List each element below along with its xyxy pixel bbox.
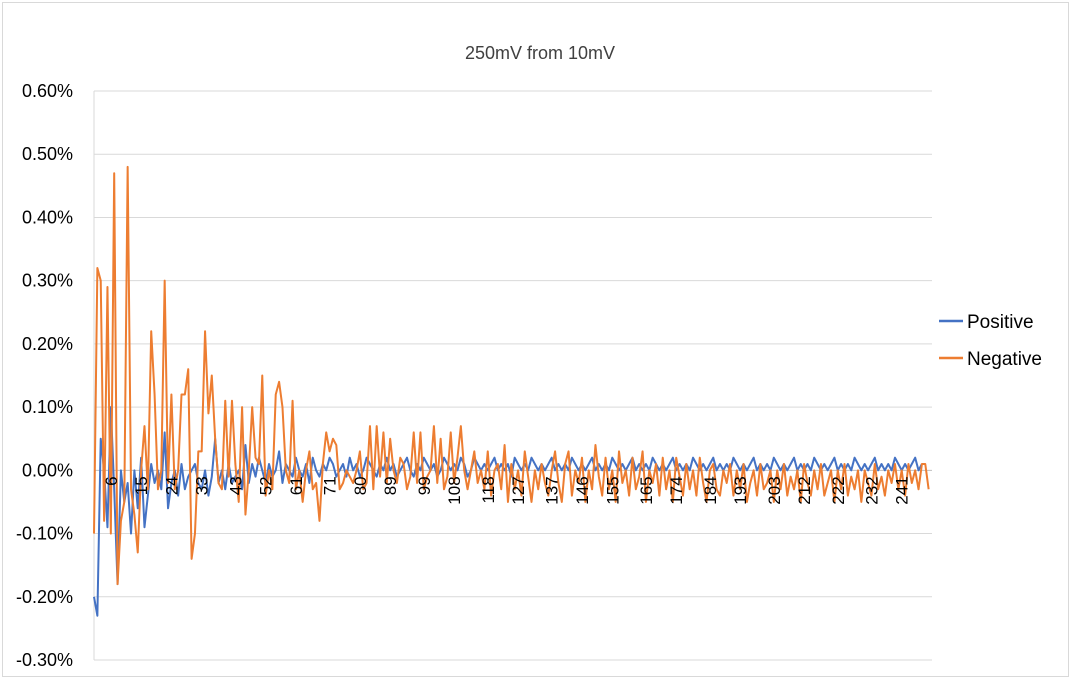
series-line-positive (93, 406, 923, 617)
y-tick-label: 0.40% (22, 207, 73, 227)
x-tick-label: 43 (226, 476, 245, 495)
y-axis-tick-labels: -0.30% -0.20% -0.10% 0.00% 0.10% 0.20% 0.30% 0.… (16, 81, 73, 670)
x-tick-label: 52 (257, 476, 276, 495)
x-tick-label: 137 (543, 476, 562, 504)
series-line-negative (93, 165, 930, 586)
y-tick-label: -0.30% (16, 650, 73, 670)
x-tick-label: 71 (321, 476, 340, 495)
axes (93, 91, 932, 660)
y-tick-label: 0.20% (22, 334, 73, 354)
x-tick-label: 33 (193, 476, 212, 495)
x-tick-label: 24 (162, 476, 181, 495)
x-tick-label: 212 (795, 476, 814, 504)
y-tick-label: 0.00% (22, 460, 73, 480)
chart-title: 250mV from 10mV (465, 43, 615, 63)
x-tick-label: 99 (415, 476, 434, 495)
x-tick-label: 165 (637, 476, 656, 504)
x-tick-label: 118 (479, 476, 498, 503)
x-tick-label: 232 (862, 476, 881, 504)
x-tick-label: 108 (445, 476, 464, 504)
series-lines (93, 165, 930, 617)
y-tick-label: -0.10% (16, 524, 73, 544)
x-tick-label: 80 (351, 476, 370, 495)
x-axis-tick-labels: 6 15 24 33 43 52 61 71 80 89 99 108 118 127 137 146 155 1… (102, 476, 912, 504)
legend-label-positive: Positive (967, 312, 1034, 333)
legend: Positive Negative (939, 312, 1042, 370)
x-tick-label: 184 (701, 476, 720, 504)
x-tick-label: 222 (829, 476, 848, 504)
x-tick-label: 89 (381, 476, 400, 495)
x-tick-label: 127 (509, 476, 528, 504)
x-tick-label: 203 (765, 476, 784, 504)
x-tick-label: 193 (731, 476, 750, 504)
x-tick-label: 155 (603, 476, 622, 504)
x-tick-label: 15 (132, 476, 151, 495)
y-tick-label: 0.10% (22, 397, 73, 417)
gridlines (94, 90, 932, 661)
x-tick-label: 61 (287, 476, 306, 495)
line-chart: 250mV from 10mV -0.30% -0.20% -0.10% 0.00% 0… (16, 43, 1042, 670)
x-tick-label: 241 (893, 476, 912, 504)
y-tick-label: 0.50% (22, 144, 73, 164)
legend-label-negative: Negative (967, 349, 1042, 370)
x-tick-label: 6 (102, 476, 121, 485)
y-tick-label: -0.20% (16, 587, 73, 607)
x-tick-label: 174 (667, 476, 686, 504)
y-tick-label: 0.30% (22, 271, 73, 291)
x-tick-label: 146 (573, 476, 592, 504)
y-tick-label: 0.60% (22, 81, 73, 101)
